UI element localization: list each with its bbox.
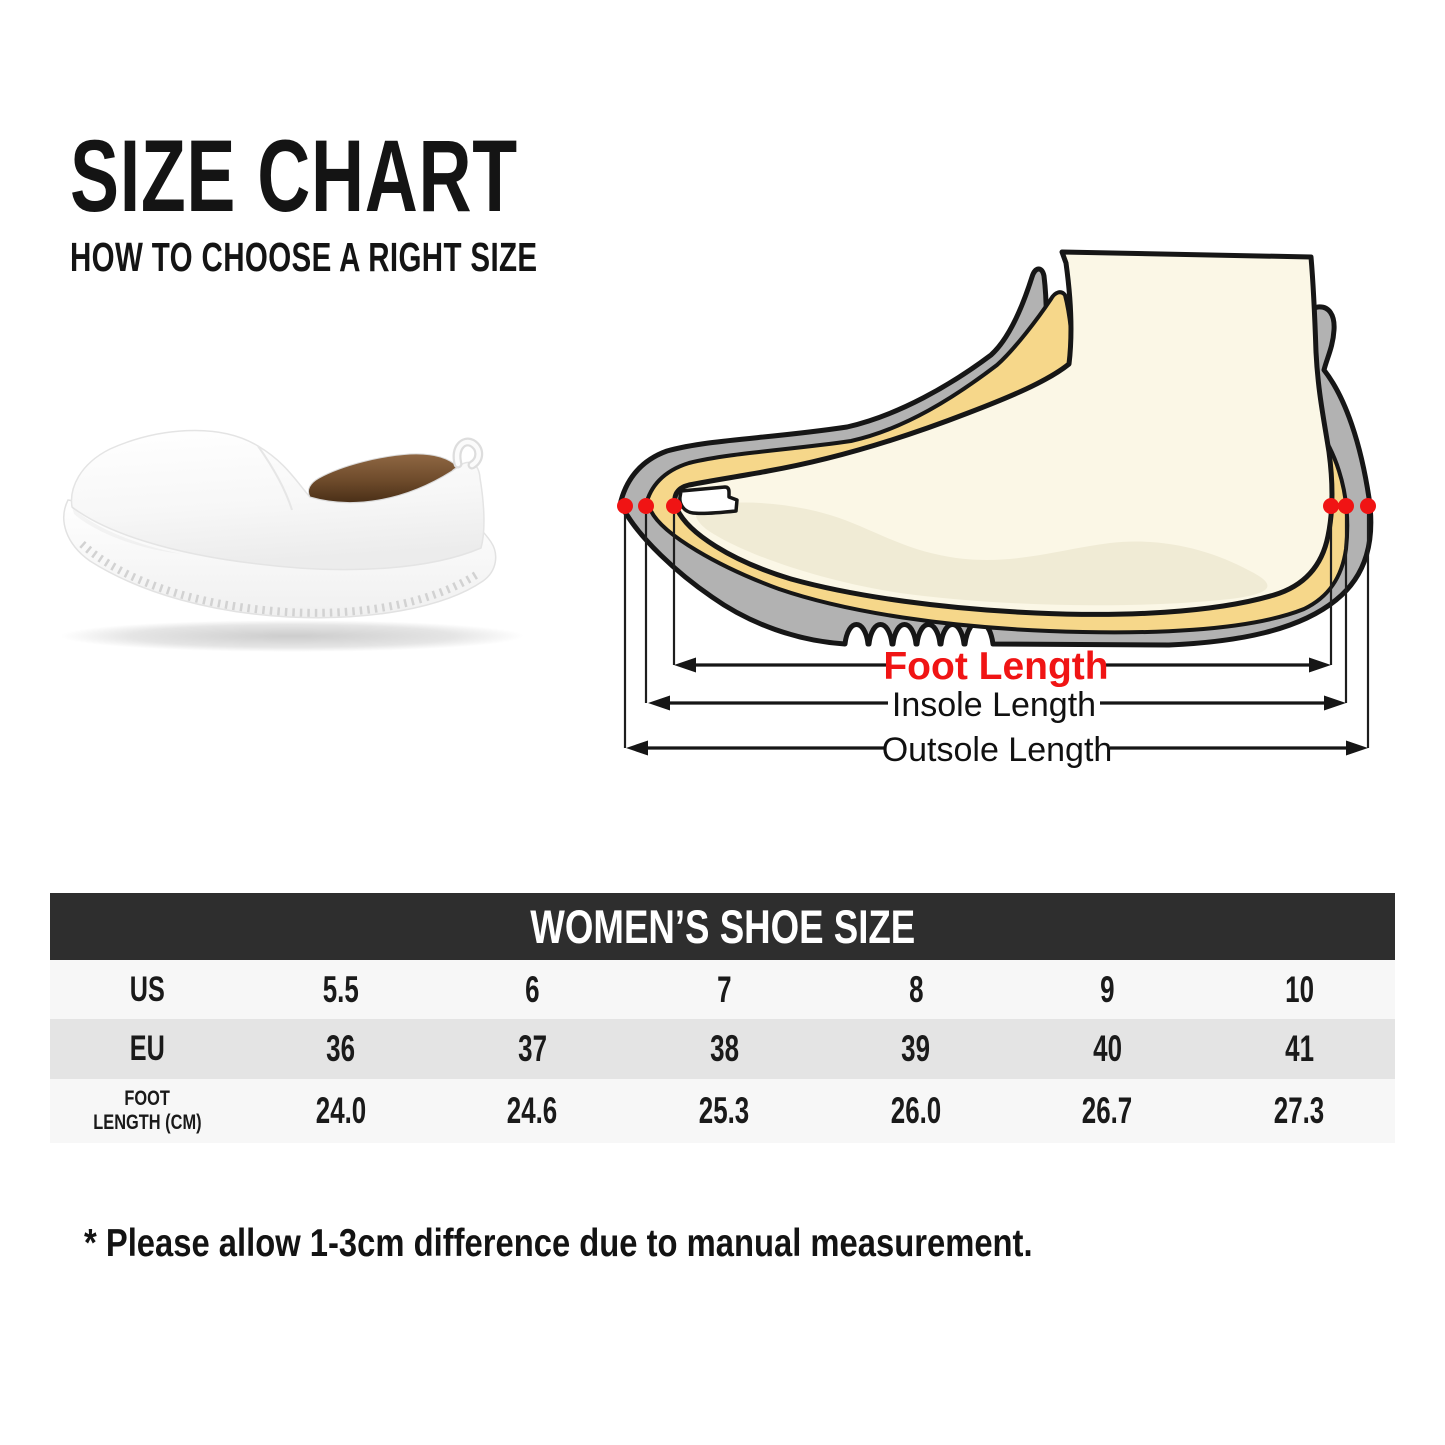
cell-eu-4: 39 [901, 1028, 931, 1069]
table-row-foot-length: FOOT LENGTH (CM) 24.0 24.6 25.3 26.0 26.… [50, 1079, 1395, 1143]
shoe-pull-tab-inner [454, 439, 481, 468]
product-shoe-image [60, 429, 524, 652]
big-toe-shape [678, 485, 739, 516]
cell-fl-3: 25.3 [698, 1090, 750, 1131]
cell-us-2: 6 [525, 968, 540, 1010]
cell-eu-6: 41 [1284, 1028, 1314, 1069]
cell-eu-1: 36 [326, 1028, 356, 1069]
cell-us-1: 5.5 [322, 968, 359, 1010]
measurement-marker-dots [617, 498, 1376, 514]
cell-fl-5: 26.7 [1082, 1090, 1133, 1131]
cell-us-6: 10 [1284, 968, 1314, 1010]
shoe-collar-lining [307, 453, 459, 504]
row-label-eu: EU [129, 1029, 166, 1068]
foot-shading [695, 502, 1268, 606]
shoe-shadow [60, 620, 524, 652]
size-table: WOMEN’S SHOE SIZE US 5.5 6 7 8 9 10 EU 3… [50, 893, 1395, 1143]
shoe-vamp-seam [257, 445, 293, 511]
cell-fl-6: 27.3 [1273, 1090, 1325, 1131]
table-row-us: US 5.5 6 7 8 9 10 [50, 960, 1395, 1019]
size-table-header: WOMEN’S SHOE SIZE [50, 893, 1395, 960]
foot-length-label: Foot Length [883, 645, 1108, 688]
size-table-title: WOMEN’S SHOE SIZE [530, 900, 915, 953]
row-label-us: US [129, 969, 166, 1009]
page-title: SIZE CHART [70, 119, 518, 233]
cell-eu-5: 40 [1093, 1028, 1122, 1069]
table-row-eu: EU 36 37 38 39 40 41 [50, 1019, 1395, 1079]
measurement-note: * Please allow 1-3cm difference due to m… [84, 1222, 1033, 1265]
cell-us-4: 8 [908, 968, 924, 1010]
measurement-arrows [626, 657, 1368, 756]
page-subtitle: HOW TO CHOOSE A RIGHT SIZE [70, 233, 538, 280]
cell-fl-4: 26.0 [890, 1090, 942, 1131]
row-label-foot-length: FOOT LENGTH (CM) [93, 1087, 202, 1134]
cell-fl-2: 24.6 [507, 1090, 558, 1131]
foot-measurement-diagram: Foot Length Insole Length Outsole Length [617, 249, 1376, 769]
insole-length-label: Insole Length [892, 686, 1096, 724]
cell-fl-1: 24.0 [315, 1090, 367, 1131]
measurement-guide-lines [623, 514, 1370, 748]
cell-eu-3: 38 [709, 1028, 739, 1069]
cell-us-3: 7 [716, 968, 732, 1010]
outsole-length-label: Outsole Length [882, 731, 1113, 769]
cell-us-5: 9 [1100, 968, 1115, 1010]
cell-eu-2: 37 [518, 1028, 547, 1069]
title-block: SIZE CHART HOW TO CHOOSE A RIGHT SIZE [70, 119, 719, 281]
